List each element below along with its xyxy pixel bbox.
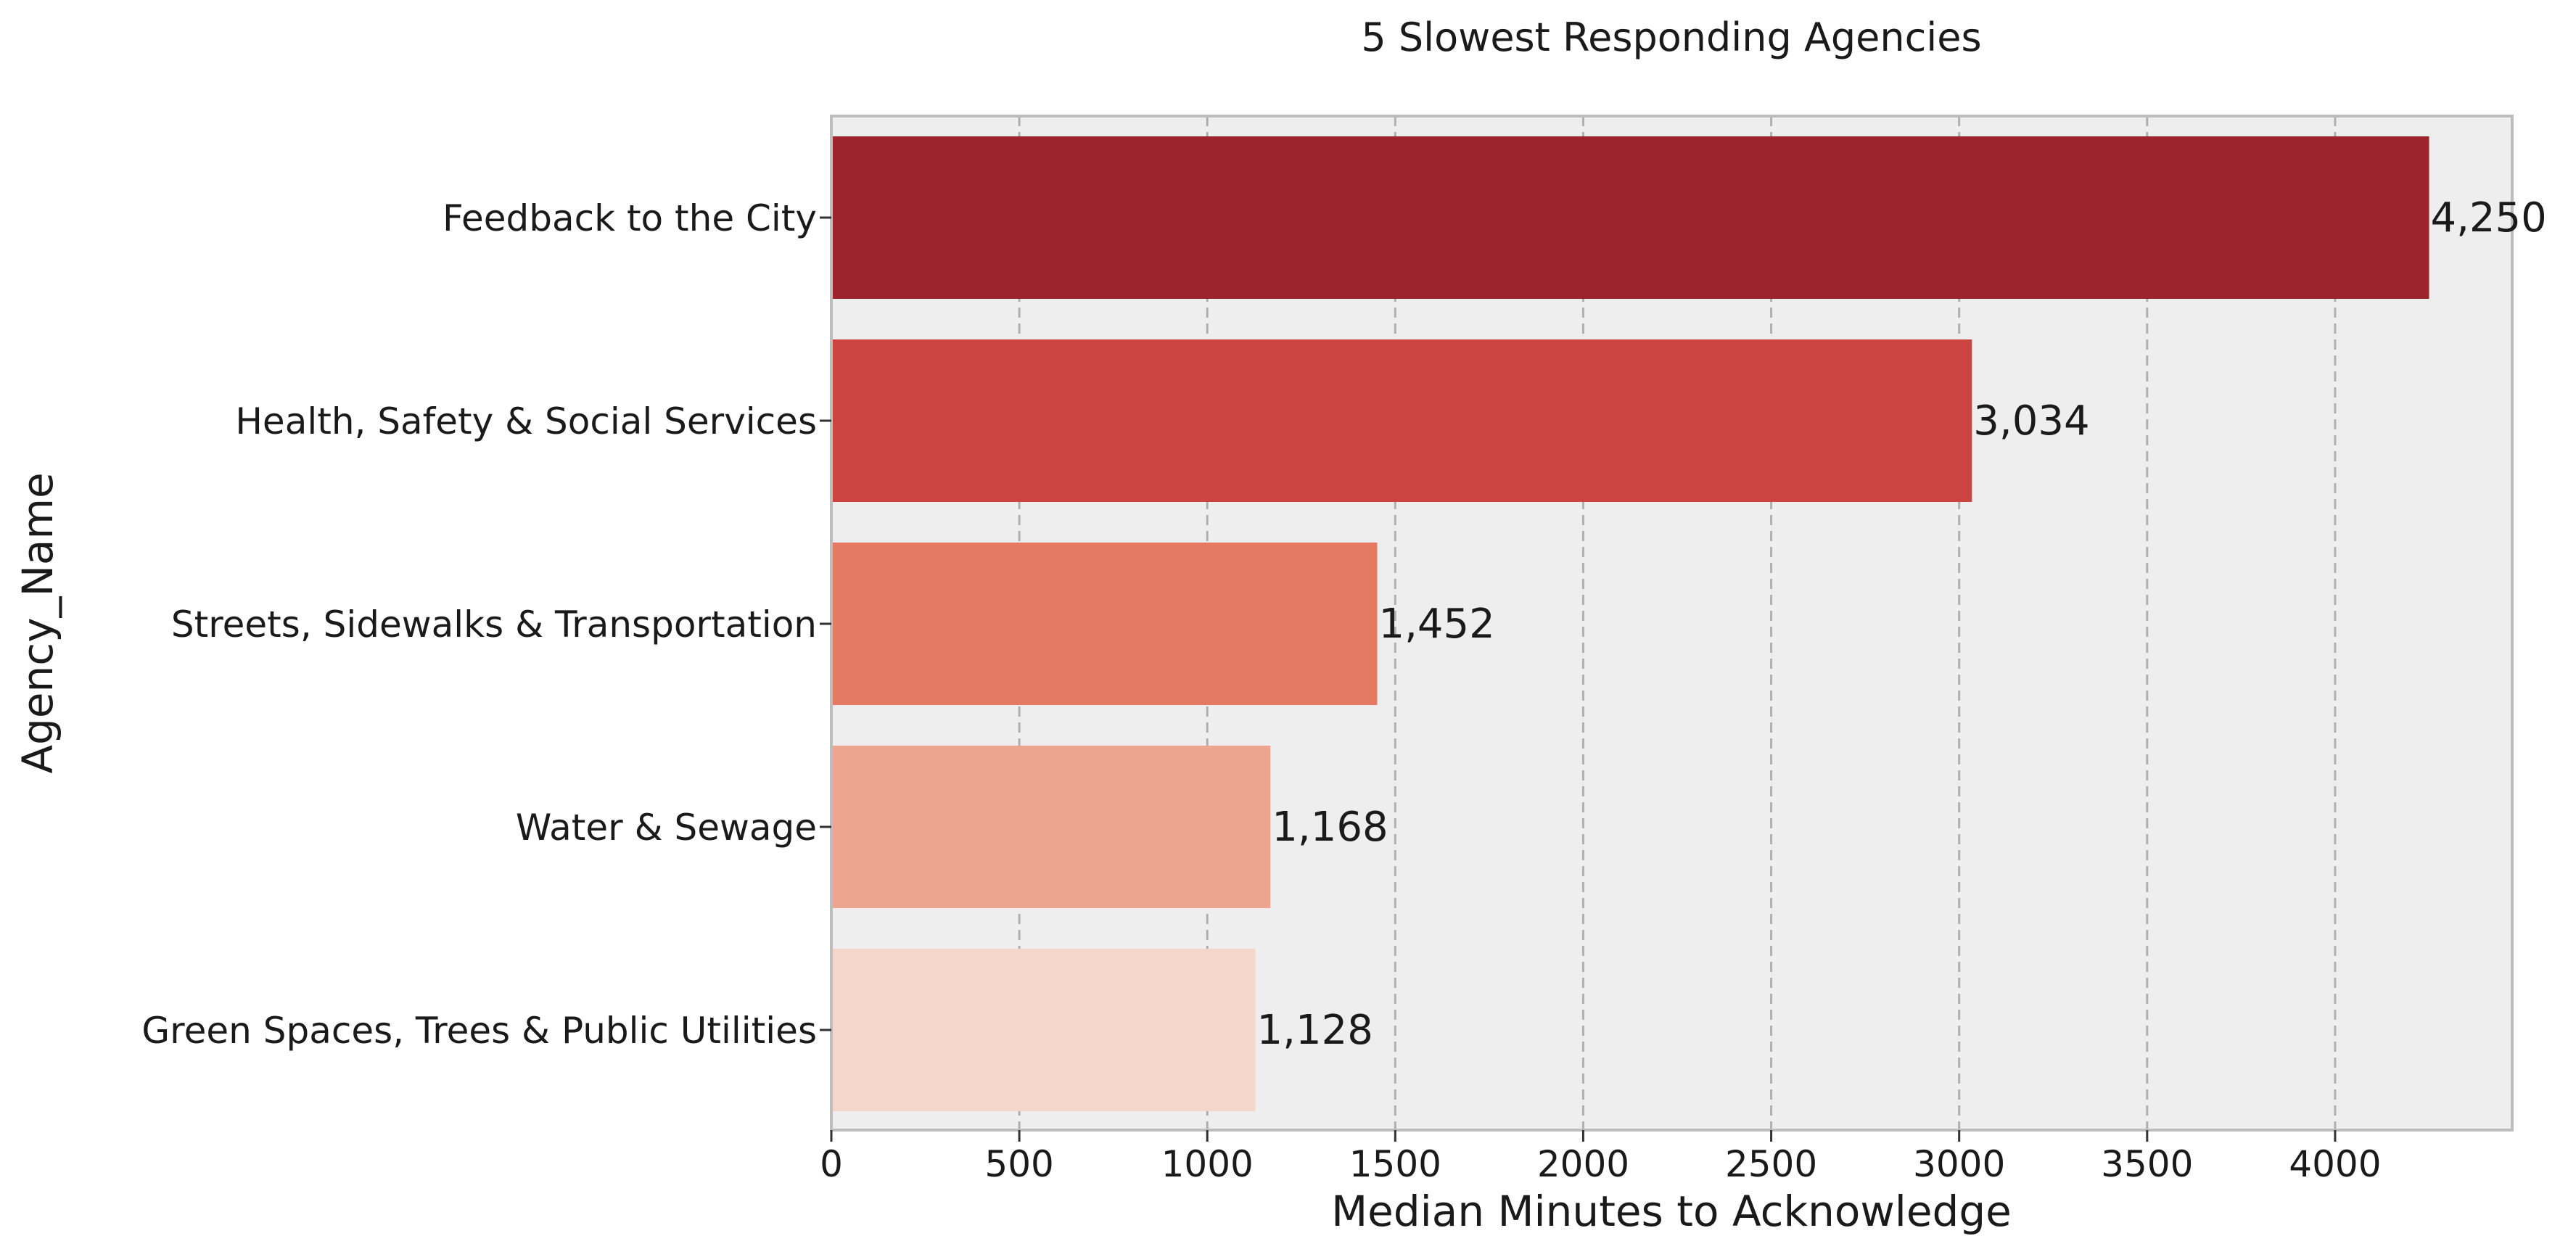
data-label: 1,168 <box>1272 804 1388 851</box>
data-label: 4,250 <box>2430 194 2546 242</box>
x-tick-label: 1500 <box>1349 1143 1441 1185</box>
data-label: 3,034 <box>1973 397 2089 445</box>
y-axis-label: Agency_Name <box>13 472 62 773</box>
x-tick-label: 3500 <box>2101 1143 2193 1185</box>
value-labels: 4,250 3,034 1,452 1,168 1,128 <box>1257 194 2547 1054</box>
x-tick-label: 0 <box>820 1143 843 1185</box>
x-tick-label: 2000 <box>1537 1143 1629 1185</box>
bar <box>831 339 1972 502</box>
data-label: 1,128 <box>1257 1007 1373 1054</box>
x-tick-label: 2500 <box>1725 1143 1817 1185</box>
y-tick-label: Streets, Sidewalks & Transportation <box>171 603 817 646</box>
x-tick-label: 1000 <box>1161 1143 1254 1185</box>
y-tick-label: Feedback to the City <box>443 197 817 239</box>
chart-title: 5 Slowest Responding Agencies <box>1361 15 1981 60</box>
x-tick-label: 500 <box>984 1143 1053 1185</box>
x-tick-label: 4000 <box>2289 1143 2381 1185</box>
x-axis-ticks: 0 500 1000 1500 2000 2500 3000 3500 4000 <box>820 1130 2382 1185</box>
x-axis-label: Median Minutes to Acknowledge <box>1331 1187 2012 1236</box>
y-tick-label: Green Spaces, Trees & Public Utilities <box>141 1010 817 1052</box>
bar <box>831 136 2429 299</box>
bar <box>831 543 1378 705</box>
y-tick-label: Health, Safety & Social Services <box>235 400 817 442</box>
data-label: 1,452 <box>1378 601 1494 648</box>
bar <box>831 949 1256 1111</box>
y-tick-label: Water & Sewage <box>516 807 817 849</box>
x-tick-label: 3000 <box>1913 1143 2005 1185</box>
bar <box>831 746 1271 908</box>
bars <box>831 136 2429 1111</box>
y-axis-ticks: Feedback to the City Health, Safety & Soc… <box>141 197 831 1052</box>
